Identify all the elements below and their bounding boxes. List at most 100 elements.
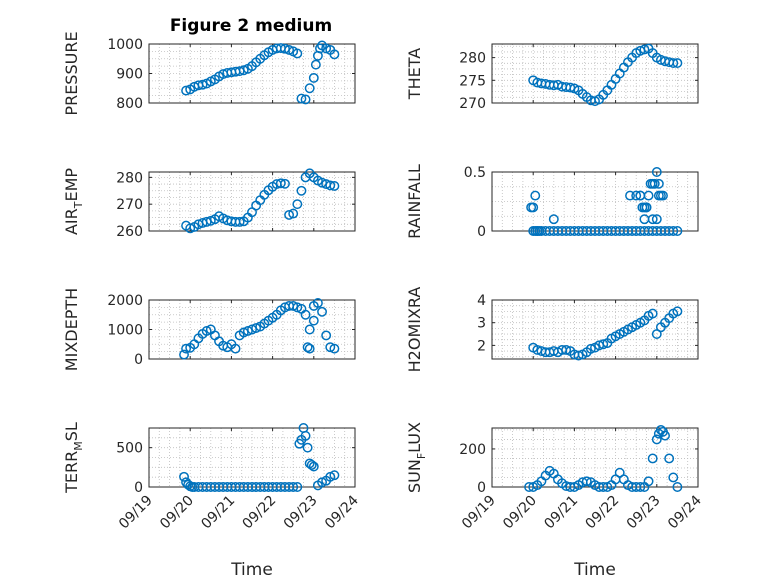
- y-tick-label: 1000: [107, 323, 143, 339]
- y-axis-label: SUNFLUX: [405, 422, 428, 493]
- x-axis-label: Time: [573, 560, 616, 580]
- subplot-pressure: 800 900 1000 PRESSURE: [62, 31, 356, 116]
- y-tick-label: 0: [134, 480, 143, 496]
- y-axis-label-main: PRESSURE: [62, 31, 81, 115]
- y-axis-label-subscript: M: [72, 441, 85, 451]
- y-axis-label: THETA: [405, 48, 424, 100]
- data-point: [651, 434, 662, 445]
- data-point: [581, 476, 592, 487]
- data-point: [647, 308, 658, 319]
- data-point: [649, 178, 660, 189]
- y-tick-label: 2000: [107, 293, 143, 309]
- data-point: [329, 180, 340, 191]
- data-point: [181, 343, 192, 354]
- data-point: [643, 476, 654, 487]
- y-tick-label: 900: [116, 67, 143, 83]
- data-point: [548, 214, 559, 225]
- data-point: [197, 79, 208, 90]
- y-tick-label: 275: [459, 73, 486, 89]
- data-point: [300, 94, 311, 105]
- data-point: [653, 178, 664, 189]
- data-point: [296, 185, 307, 196]
- y-axis-label-main: MIXDEPTH: [62, 288, 81, 371]
- data-point: [660, 430, 670, 441]
- subplot-h2omixra: 2 3 4 H2OMIXRA: [405, 287, 699, 373]
- y-tick-label: 0: [477, 480, 486, 496]
- y-tick-label: 270: [459, 96, 486, 112]
- data-point: [668, 58, 679, 69]
- y-axis-label-suffix: LUX: [405, 422, 424, 453]
- data-point: [292, 48, 303, 59]
- data-point: [639, 44, 650, 55]
- data-point: [308, 315, 319, 326]
- y-axis-label-subscript: F: [415, 453, 428, 459]
- data-point: [284, 209, 295, 220]
- data-point: [664, 453, 675, 464]
- y-axis-label-suffix: EMP: [62, 168, 81, 202]
- y-tick-label: 500: [116, 441, 143, 457]
- y-axis-label: AIRTEMP: [62, 168, 85, 235]
- data-point: [280, 178, 290, 189]
- y-tick-label: 0: [477, 224, 486, 240]
- data-point: [668, 226, 679, 236]
- data-point: [179, 471, 189, 482]
- data-point: [308, 72, 319, 83]
- series-h2omixra: [528, 306, 683, 361]
- data-point: [631, 190, 642, 201]
- data-point: [585, 343, 596, 354]
- data-point: [312, 298, 323, 308]
- data-point: [292, 199, 303, 210]
- series-terr_msl: [179, 423, 340, 492]
- y-axis-label: RAINFALL: [405, 164, 424, 239]
- data-point: [288, 208, 299, 219]
- data-point: [532, 226, 543, 236]
- figure-title: Figure 2 medium: [170, 16, 332, 36]
- data-point: [573, 350, 584, 361]
- subplot-air_temp: 260 270 280 AIRTEMP: [62, 168, 356, 240]
- data-point: [300, 309, 311, 320]
- data-point: [672, 306, 683, 317]
- y-axis-label: H2OMIXRA: [405, 287, 424, 373]
- axes-box: [491, 299, 699, 360]
- y-axis-label: TERRMSL: [62, 422, 85, 494]
- data-point: [179, 349, 189, 360]
- data-point: [296, 93, 307, 104]
- data-point: [304, 343, 315, 354]
- grid-lines: [491, 428, 699, 488]
- series-sun_flux: [524, 424, 683, 492]
- subplot-mixdepth: 0 1000 2000 MIXDEPTH: [62, 288, 356, 371]
- data-point: [230, 343, 241, 354]
- y-axis-label-main: SUN: [405, 459, 424, 493]
- y-tick-label: 800: [116, 96, 143, 112]
- series-rainfall: [526, 167, 683, 236]
- data-point: [329, 470, 340, 481]
- subplot-rainfall: 0 0.5 RAINFALL: [405, 164, 699, 240]
- y-tick-label: 280: [116, 170, 143, 186]
- data-point: [598, 339, 609, 350]
- data-point: [304, 324, 315, 335]
- data-point: [530, 190, 541, 201]
- data-point: [310, 59, 321, 70]
- series-air_temp: [181, 168, 340, 234]
- data-point: [308, 461, 319, 472]
- data-point: [647, 214, 658, 225]
- x-axis-label: Time: [230, 560, 273, 580]
- series-mixdepth: [179, 298, 340, 360]
- data-point: [288, 482, 299, 492]
- data-point: [306, 460, 317, 470]
- y-axis-label-main: TERR: [62, 451, 81, 494]
- y-tick-label: 0: [134, 352, 143, 368]
- data-point: [668, 472, 679, 483]
- y-axis-label-main: AIR: [62, 208, 81, 235]
- series-pressure: [181, 40, 340, 105]
- data-point: [635, 190, 646, 201]
- data-point: [561, 344, 572, 355]
- data-point: [641, 202, 652, 213]
- y-tick-label: 260: [116, 224, 143, 240]
- y-tick-label: 2: [477, 338, 486, 354]
- data-point: [329, 49, 340, 60]
- data-point: [302, 342, 313, 353]
- y-axis-label-main: H2OMIXRA: [405, 287, 424, 373]
- data-point: [275, 178, 286, 189]
- data-point: [317, 306, 327, 317]
